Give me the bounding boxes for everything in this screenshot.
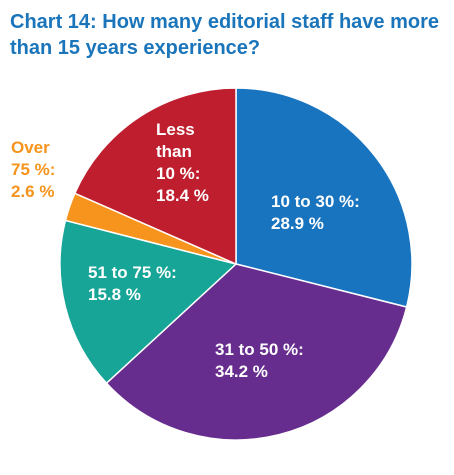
pie-slice-label-line: 51 to 75 %: [88,263,177,282]
pie-slice-label-1: 10 to 30 %: 28.9 % [271,192,360,233]
pie-slice-label-line: 10 to 30 %: [271,192,360,211]
pie-slice-label-line: 31 to 50 %: [215,340,304,359]
pie-slice-label-line: 28.9 % [271,214,324,233]
pie-slice-label-line: 2.6 % [11,182,54,201]
pie-slice-label-3: 51 to 75 %: 15.8 % [88,263,177,304]
pie-slice-2 [105,263,408,441]
pie-slice-label-4: Over 75 %: 2.6 % [11,138,55,201]
pie-slice-label-line: than [156,142,192,161]
pie-slice-label-2: 31 to 50 %: 34.2 % [215,340,304,381]
pie-slice-label-line: Less [156,120,195,139]
pie-labels: 10 to 30 %: 28.9 % 31 to 50 %: 34.2 % 51 to … [11,120,360,381]
pie-slices [59,87,413,441]
chart-title: Chart 14: How many editorial staff have … [10,11,440,59]
pie-slice-5 [73,87,237,266]
pie-slice-label-line: 75 %: [11,160,55,179]
pie-slice-label-line: 15.8 % [88,285,141,304]
pie-slice-label-line: Over [11,138,50,157]
pie-slice-label-line: 18.4 % [156,186,209,205]
pie-slice-1 [235,87,413,308]
pie-slice-3 [59,219,238,385]
pie-slice-label-5: Less than 10 %: 18.4 % [156,120,209,205]
pie-slice-label-line: 10 %: [156,164,200,183]
pie-slice-label-line: 34.2 % [215,362,268,381]
